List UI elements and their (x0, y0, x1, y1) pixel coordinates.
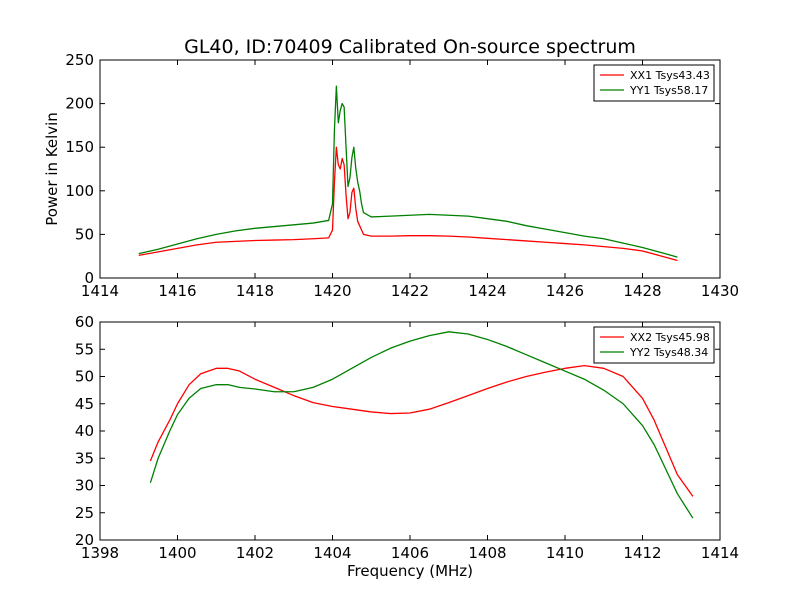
legend: XX2 Tsys45.98 YY2 Tsys48.34 (593, 326, 715, 364)
y-tick-label: 50 (75, 368, 94, 386)
x-tick-label: 1400 (158, 544, 196, 562)
y-tick-label: 0 (84, 269, 94, 287)
x-tick-label: 1416 (158, 282, 196, 300)
y-tick-label: 20 (75, 531, 94, 549)
x-tick-label: 1414 (81, 282, 119, 300)
series-line-1-1 (138, 146, 678, 262)
x-tick-label: 1408 (468, 544, 506, 562)
y-tick-label: 50 (75, 225, 94, 243)
x-tick-label: 1430 (701, 282, 739, 300)
x-tick-label: 1410 (546, 544, 584, 562)
x-tick-label: 1420 (313, 282, 351, 300)
y-tick-label: 35 (75, 449, 94, 467)
x-tick-label: 1418 (236, 282, 274, 300)
x-tick-label: 1424 (468, 282, 506, 300)
x-tick-label: 1402 (236, 544, 274, 562)
legend-label: YY1 Tsys58.17 (629, 84, 708, 97)
y-tick-label: 40 (75, 422, 94, 440)
plot-bottom-spectrum: 1398 1400 1402 1404 1406 1408 1410 1412 1414 20 25… (75, 313, 739, 562)
x-tick-label: 1404 (313, 544, 351, 562)
y-tick-label: 30 (75, 477, 94, 495)
y-axis-label: Power in Kelvin (43, 112, 61, 226)
legend-box (593, 326, 715, 364)
y-tick-label: 60 (75, 313, 94, 331)
x-tick-label: 1412 (623, 544, 661, 562)
x-tick-label: 1406 (391, 544, 429, 562)
legend-box (593, 64, 715, 102)
plot-top-spectrum: 1414 1416 1418 1420 1422 1424 1426 1428 1430 0 50 1… (65, 51, 739, 300)
x-axis-label: Frequency (MHz) (347, 562, 473, 580)
y-tick-label: 100 (65, 182, 94, 200)
y-tick-label: 55 (75, 340, 94, 358)
y-tick-label: 25 (75, 504, 94, 522)
y-tick-label: 45 (75, 395, 94, 413)
x-tick-label: 1428 (623, 282, 661, 300)
series-line-1-2 (138, 85, 678, 258)
x-tick-label: 1426 (546, 282, 584, 300)
legend: XX1 Tsys43.43 YY1 Tsys58.17 (593, 64, 715, 102)
series-line-2-2 (149, 331, 694, 519)
legend-label: XX2 Tsys45.98 (630, 331, 710, 344)
x-tick-label: 1422 (391, 282, 429, 300)
series-line-2-1 (149, 364, 694, 497)
y-tick-label: 250 (65, 51, 94, 69)
legend-label: XX1 Tsys43.43 (630, 69, 710, 82)
chart-title: GL40, ID:70409 Calibrated On-source spec… (184, 36, 636, 58)
y-tick-label: 150 (65, 138, 94, 156)
x-tick-label: 1414 (701, 544, 739, 562)
y-tick-label: 200 (65, 95, 94, 113)
x-tick-label: 1398 (81, 544, 119, 562)
legend-label: YY2 Tsys48.34 (629, 346, 708, 359)
